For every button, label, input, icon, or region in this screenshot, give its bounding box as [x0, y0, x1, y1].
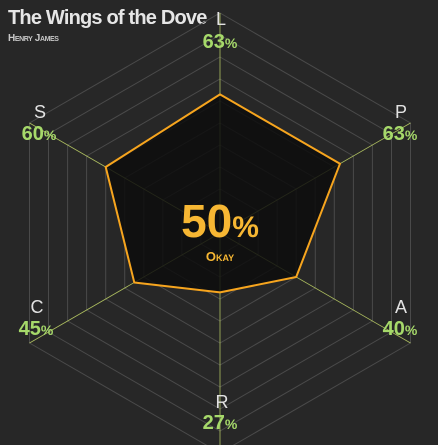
axis-value-r: 27% — [203, 412, 238, 434]
center-score-group: 50% Okay — [181, 195, 259, 264]
overall-score: 50% — [181, 195, 259, 247]
axis-label-s: S — [34, 102, 46, 122]
axis-label-p: P — [395, 102, 407, 122]
axis-labels: L63%P63%A40%R27%C45%S60% — [19, 9, 418, 434]
overall-score-value: 50 — [181, 195, 232, 247]
overall-score-suffix: % — [232, 211, 259, 244]
axis-value-c: 45% — [19, 318, 54, 340]
axis-value-l: 63% — [203, 31, 238, 53]
axis-label-l: L — [216, 9, 226, 29]
score-polygon — [104, 93, 341, 294]
axis-label-c: C — [31, 297, 44, 317]
axis-value-p: 63% — [383, 123, 418, 145]
axis-value-s: 60% — [22, 123, 57, 145]
axis-value-a: 40% — [383, 318, 418, 340]
overall-rating: Okay — [206, 249, 234, 264]
axis-label-r: R — [216, 392, 229, 412]
author-name: Henry James — [8, 33, 59, 44]
book-title: The Wings of the Dove — [8, 7, 207, 29]
axis-label-a: A — [395, 297, 407, 317]
